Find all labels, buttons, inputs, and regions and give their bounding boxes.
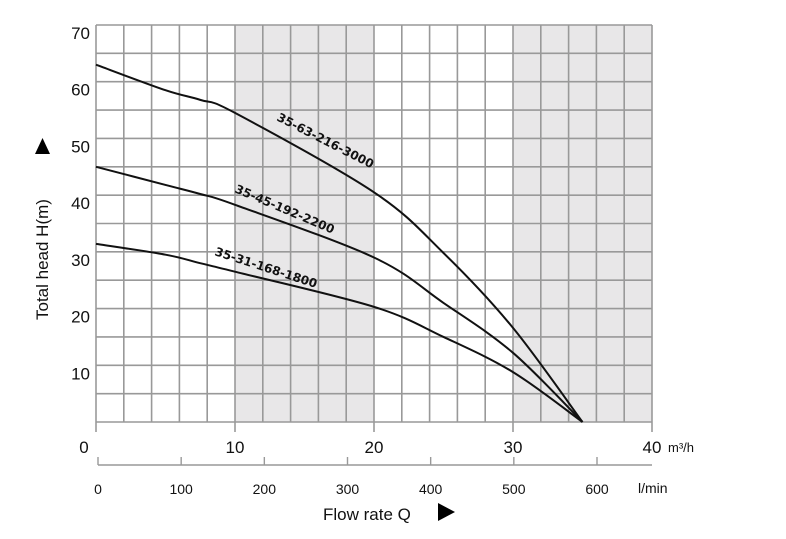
secondary-x-tick-label: 500 [502,481,526,497]
y-axis-label: Total head H(m) [33,199,52,320]
y-tick-label: 30 [71,251,90,270]
up-arrow-icon [35,138,50,154]
curve-35-31-168-1800 [95,242,584,423]
x-tick-label: 20 [365,438,384,457]
y-tick-label: 50 [71,137,90,156]
secondary-x-tick-label: 100 [169,481,193,497]
curve-35-45-192-2200 [95,165,584,423]
y-tick-label: 20 [71,308,90,327]
x-axis-label: Flow rate Q [323,505,411,524]
y-tick-label: 10 [71,364,90,383]
y-axis-title: Total head H(m) [33,138,52,320]
y-tick-label: 70 [71,24,90,43]
secondary-x-tick-label: 200 [253,481,277,497]
secondary-x-tick-label: 0 [94,481,102,497]
grid [95,24,653,466]
curve-35-63-216-3000 [95,63,584,423]
secondary-x-tick-label: 300 [336,481,360,497]
x-axis-title: Flow rate Q [323,503,455,524]
y-tick-label: 40 [71,194,90,213]
x-unit-primary: m³/h [668,440,694,455]
secondary-x-tick-label: 400 [419,481,443,497]
y-tick-label: 60 [71,81,90,100]
x-tick-label: 10 [226,438,245,457]
x-tick-label: 40 [643,438,662,457]
right-arrow-icon [438,503,455,521]
secondary-x-tick-label: 600 [585,481,609,497]
x-tick-label: 0 [79,438,88,457]
x-unit-secondary: l/min [638,480,668,496]
x-tick-label: 30 [504,438,523,457]
